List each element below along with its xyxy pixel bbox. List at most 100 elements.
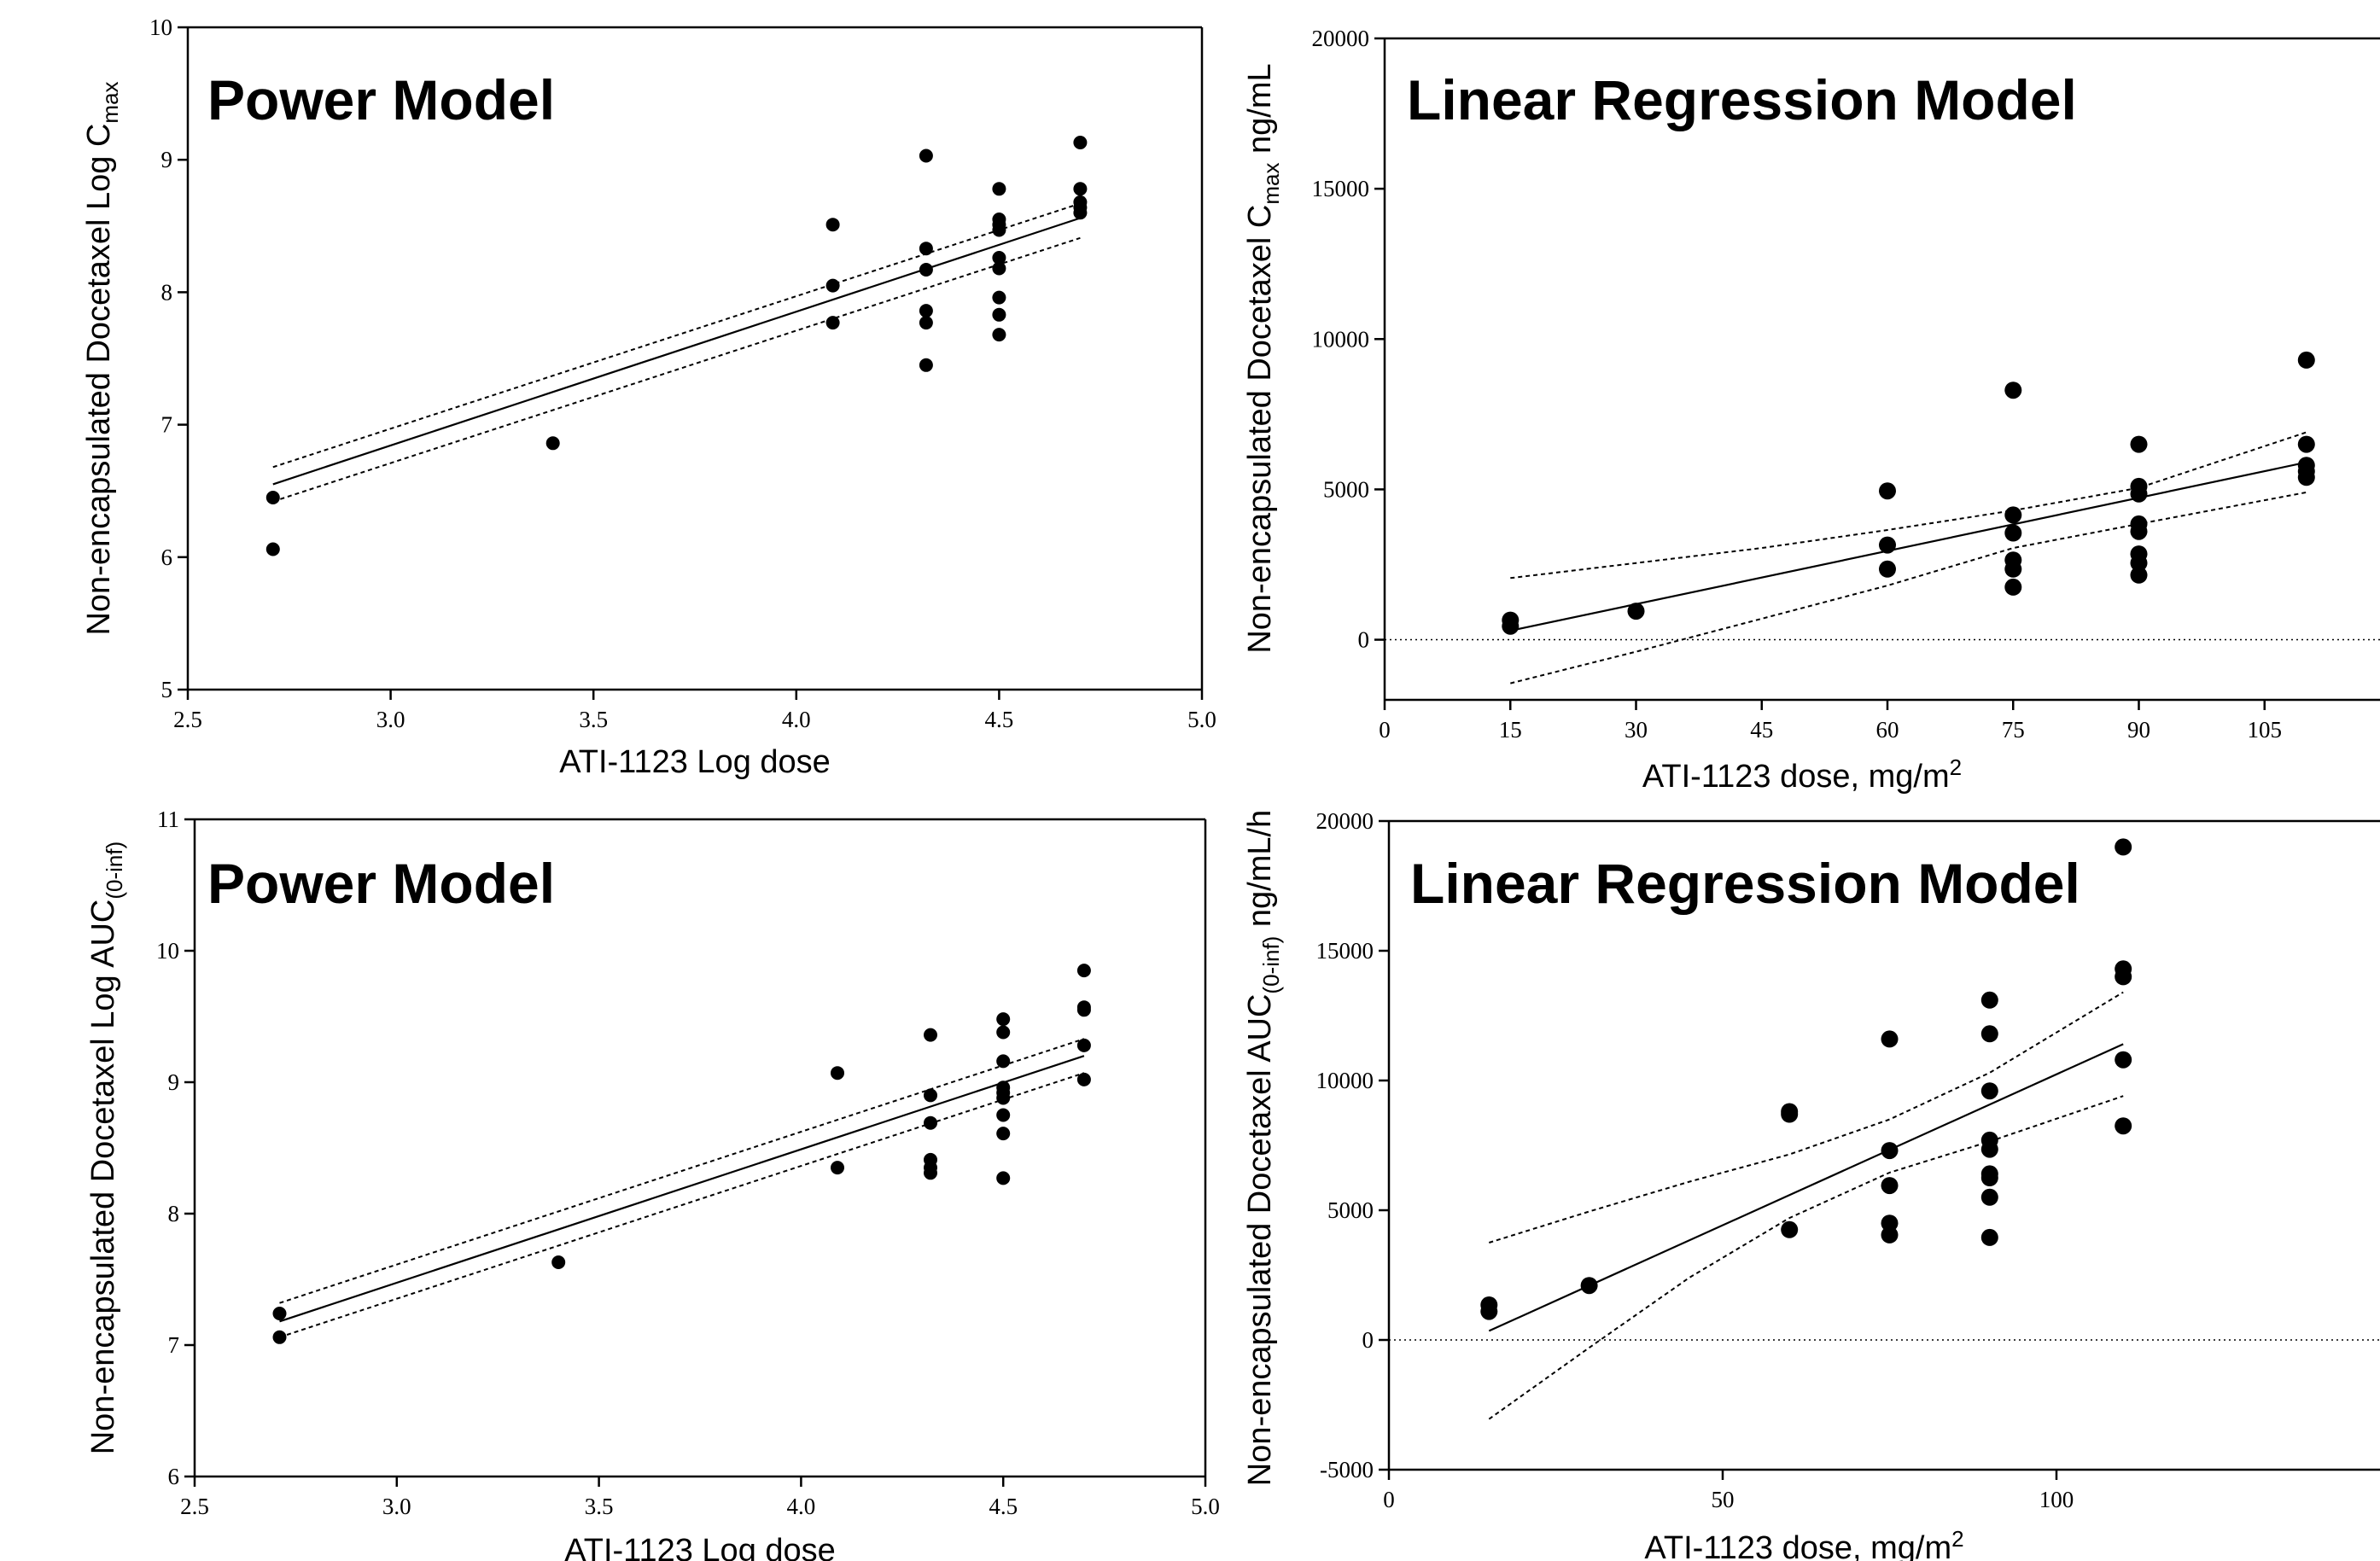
data-point — [1980, 1188, 1998, 1206]
chart-linear-auc: -5000 0 5000 10000 15000 20000 0 50 100 Linear Re… — [1242, 808, 2380, 1561]
y-tick-label: 9 — [161, 147, 173, 172]
data-point — [1076, 1072, 1091, 1086]
ci-lower-line — [272, 236, 1081, 503]
data-point — [1073, 136, 1088, 149]
data-point — [924, 1166, 937, 1180]
data-point — [2115, 838, 2132, 856]
x-tick-label: 90 — [2127, 717, 2150, 743]
data-point — [825, 278, 840, 293]
y-tick-label: 7 — [161, 412, 173, 438]
data-point — [2115, 968, 2132, 986]
chart-title: Linear Regression Model — [1407, 68, 2077, 131]
data-point — [2130, 522, 2148, 540]
data-point — [1980, 1140, 1998, 1158]
y-tick-label: 0 — [1358, 627, 1370, 653]
data-point — [1627, 603, 1645, 620]
data-point — [1980, 1025, 1998, 1043]
x-axis-label: ATI-1123 Log dose — [559, 744, 831, 780]
data-point — [1980, 1082, 1998, 1100]
y-axis-label-subscript: (0-inf) — [1258, 936, 1284, 994]
y-tick-label: 0 — [1362, 1327, 1374, 1353]
data-point — [265, 491, 280, 504]
data-point — [919, 316, 933, 330]
data-point — [2004, 524, 2022, 542]
data-point — [919, 149, 933, 163]
data-point — [996, 1012, 1011, 1027]
chart-title: Power Model — [207, 68, 555, 131]
y-tick-label: 10000 — [1312, 326, 1370, 352]
data-point — [1781, 1220, 1799, 1238]
data-point — [2297, 469, 2315, 486]
data-point — [996, 1108, 1011, 1122]
y-axis-label-main: Non-encapsulated Docetaxel Log AUC — [85, 900, 121, 1455]
data-point — [825, 218, 840, 232]
data-point — [1881, 1226, 1899, 1244]
x-tick-label: 4.0 — [782, 707, 811, 732]
data-point — [1076, 1003, 1091, 1017]
data-point — [992, 182, 1006, 196]
data-point — [1879, 560, 1896, 578]
data-point — [272, 1307, 287, 1320]
data-point — [924, 1115, 937, 1130]
data-point — [1480, 1302, 1498, 1320]
x-axis-label-main: ATI-1123 dose, mg/m — [1642, 759, 1950, 795]
y-tick-label: 15000 — [1316, 938, 1374, 964]
data-point — [992, 328, 1006, 342]
y-tick-label: 6 — [161, 545, 173, 570]
x-tick-label: 15 — [1499, 717, 1522, 743]
data-point — [1980, 1169, 1998, 1186]
y-tick-label: 9 — [168, 1069, 180, 1095]
data-point — [992, 261, 1006, 276]
x-axis-label: ATI-1123 dose, mg/m2 — [1644, 1526, 1963, 1561]
x-tick-label: 4.5 — [989, 1494, 1018, 1519]
ci-upper-line — [279, 1038, 1085, 1304]
y-tick-label: 15000 — [1312, 176, 1370, 201]
data-point — [992, 290, 1006, 305]
data-point — [831, 1161, 844, 1175]
y-axis-label: Non-encapsulated Docetaxel AUC(0-inf) ng… — [1242, 810, 1284, 1486]
data-point — [1073, 206, 1088, 220]
y-tick-label: 8 — [161, 279, 173, 305]
y-tick-label: 10 — [149, 15, 172, 40]
data-point — [2130, 485, 2148, 503]
x-axis-label-main: ATI-1123 dose, mg/m — [1644, 1530, 1951, 1561]
x-axis-label-superscript: 2 — [1950, 754, 1962, 780]
data-point — [1881, 1214, 1899, 1232]
x-tick-label: 4.0 — [787, 1494, 816, 1519]
x-tick-label: 5.0 — [1187, 707, 1216, 732]
x-axis-label: ATI-1123 Log dose — [564, 1533, 836, 1561]
data-point — [992, 251, 1006, 265]
data-point — [919, 358, 933, 372]
x-tick-label: 2.5 — [180, 1494, 209, 1519]
y-tick-label: 20000 — [1316, 808, 1374, 834]
data-point — [1879, 536, 1896, 554]
data-point — [996, 1127, 1011, 1141]
ci-upper-line — [272, 202, 1081, 469]
y-tick-label: 10 — [156, 938, 179, 964]
ci-upper-line — [1489, 991, 2124, 1244]
data-point — [272, 1330, 287, 1344]
data-point — [265, 542, 280, 556]
regression-line — [279, 1055, 1085, 1323]
data-point — [1881, 1030, 1899, 1048]
data-point — [992, 307, 1006, 322]
y-tick-label: 20000 — [1312, 26, 1370, 51]
y-tick-label: 7 — [168, 1332, 180, 1358]
x-tick-label: 60 — [1876, 717, 1899, 743]
data-point — [831, 1066, 844, 1080]
chart-title: Linear Regression Model — [1410, 852, 2080, 915]
data-point — [1076, 964, 1091, 978]
data-point — [2297, 351, 2315, 369]
data-point — [2115, 1117, 2132, 1135]
data-point — [1980, 1228, 1998, 1246]
x-tick-label: 3.0 — [382, 1494, 411, 1519]
x-tick-label: 75 — [2002, 717, 2025, 743]
ci-lower-line — [1510, 491, 2307, 684]
data-point — [996, 1054, 1011, 1069]
y-axis-label: Non-encapsulated Docetaxel Log AUC(0-inf… — [85, 842, 127, 1455]
x-axis-label: ATI-1123 dose, mg/m2 — [1642, 754, 1962, 795]
y-tick-label: 5000 — [1327, 1197, 1374, 1223]
data-point — [992, 223, 1006, 237]
y-axis-label: Non-encapsulated Docetaxel Log Cmax — [81, 81, 123, 635]
